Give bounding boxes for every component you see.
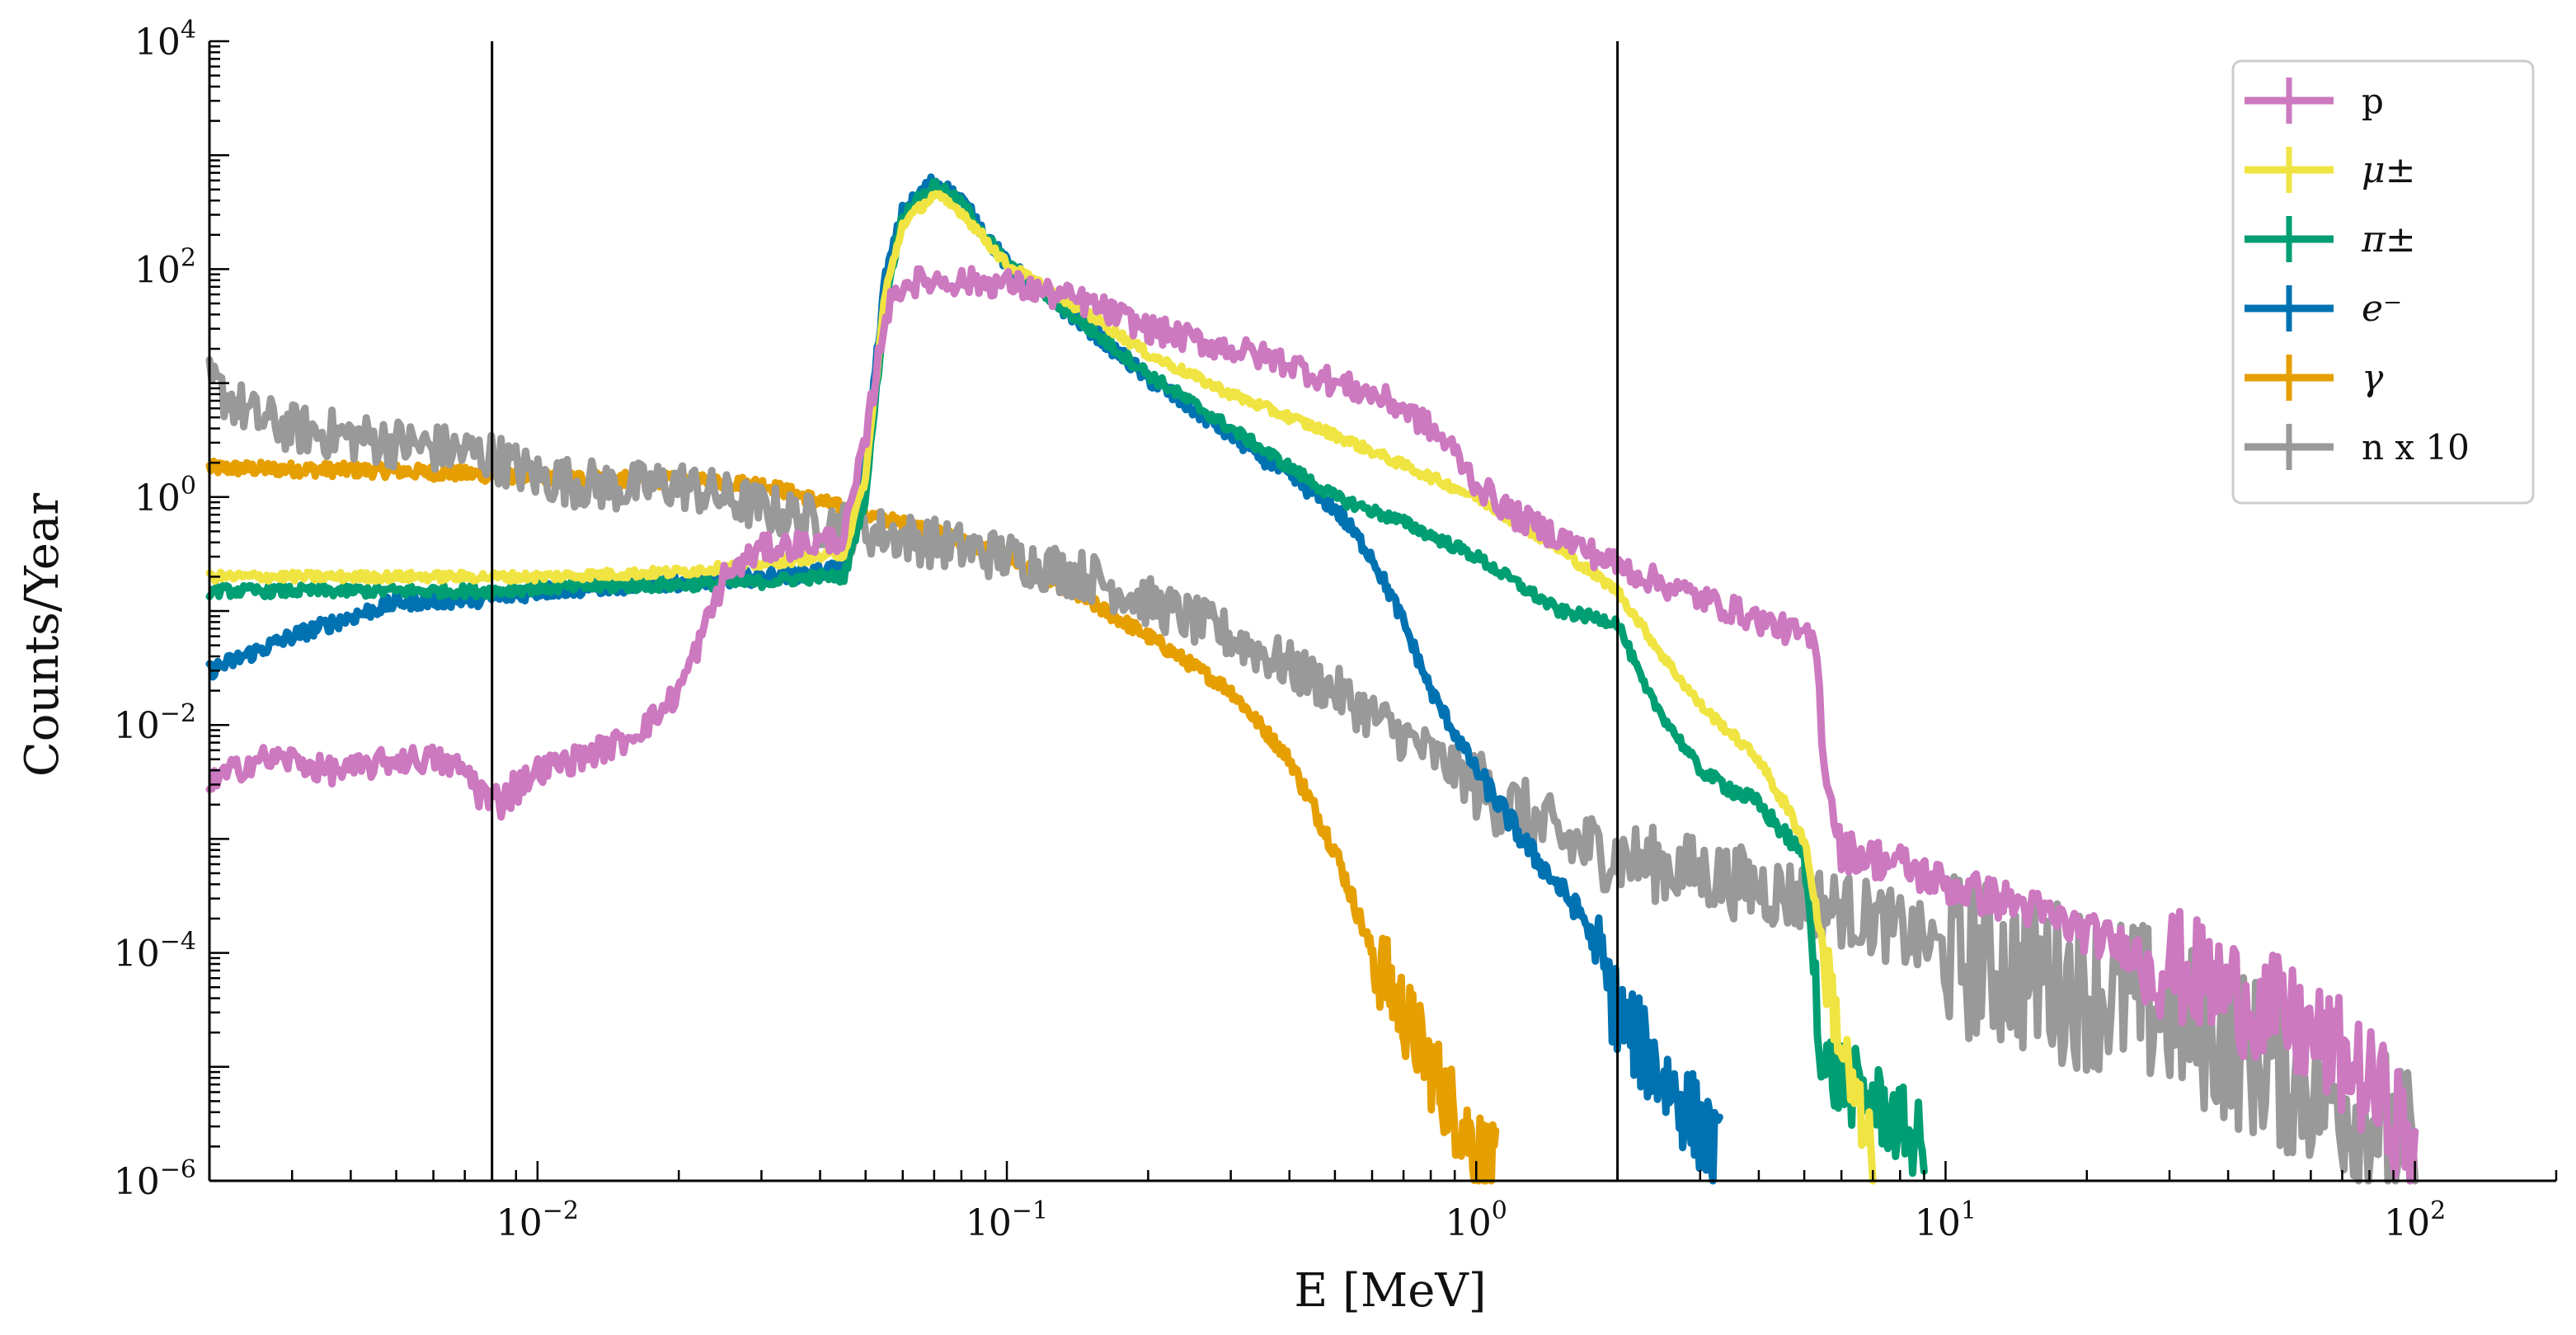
legend-label-2: π± [2361,219,2416,261]
series-layer [205,173,2419,1185]
x-axis-label: E [MeV] [1294,1264,1486,1318]
legend-label-0: p [2362,81,2384,121]
legend-items: p μ± π± e⁻ γ n x 10 [2245,78,2470,470]
x-tick-label: 102 [2384,1196,2446,1244]
series-line-2 [205,177,1928,1178]
series-line-0 [205,265,2419,1185]
x-tick-label: 100 [1445,1196,1507,1244]
legend-label-3: e⁻ [2362,288,2402,330]
y-axis-label: Counts/Year [16,493,69,777]
legend-label-1: μ± [2362,149,2415,191]
y-tick-label: 104 [134,16,196,63]
x-tick-label: 101 [1915,1196,1977,1244]
y-tick-label: 10−6 [114,1155,196,1203]
tick-labels: 10−2 10−1 100 101 102 10−6 10−4 10−2 100 102 104 [114,16,2446,1244]
legend: p μ± π± e⁻ γ n x 10 [2231,59,2535,505]
y-tick-label: 100 [134,472,196,519]
y-tick-label: 10−2 [114,699,196,747]
x-tick-label: 10−2 [496,1196,579,1244]
x-tick-label: 10−1 [966,1196,1048,1244]
y-tick-label: 102 [134,243,196,291]
reference-lines [491,41,1619,1181]
ticks [208,40,2558,1182]
legend-label-4: γ [2362,357,2384,399]
y-tick-label: 10−4 [114,928,196,975]
legend-label-5: n x 10 [2362,427,2470,468]
series-line-5 [205,356,2419,1185]
